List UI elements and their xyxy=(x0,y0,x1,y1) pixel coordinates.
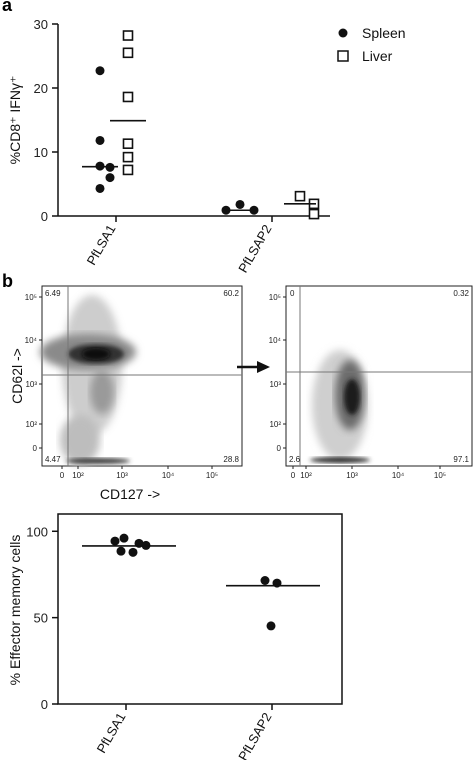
data-point xyxy=(110,536,120,546)
x-tick-label: 10³ xyxy=(346,471,358,480)
y-tick-label: 10⁴ xyxy=(269,336,282,345)
density-cloud xyxy=(310,350,370,463)
flow-plot-2: 0 0.32 2.6 97.1 10⁵ 10⁴ 10³ 10² 0 0 10² 10³ 10⁴ 1… xyxy=(269,285,473,480)
y-tick-label: 0 xyxy=(33,444,38,453)
plot-frame xyxy=(57,513,343,705)
data-point xyxy=(116,546,126,556)
data-point-liver xyxy=(122,138,134,149)
data-point xyxy=(128,547,138,557)
data-point-spleen xyxy=(105,173,115,183)
y-axis-title-flow: CD62l -> xyxy=(9,348,25,404)
x-tick-label: 0 xyxy=(60,471,65,480)
data-point-spleen xyxy=(95,66,105,76)
data-point-spleen xyxy=(95,135,105,145)
data-point-liver xyxy=(294,190,306,202)
quadrant-bottom-left: 2.6 xyxy=(289,455,301,464)
y-tick-label: 10³ xyxy=(25,380,37,389)
y-tick-label: 10² xyxy=(25,420,37,429)
flow-plot-1: 6.49 60.2 4.47 28.8 10⁵ 10⁴ 10³ 10² 0 0 10² 10³… xyxy=(9,285,243,502)
x-axis-title-flow: CD127 -> xyxy=(100,486,160,502)
data-point-liver xyxy=(122,164,134,176)
quadrant-bottom-right: 97.1 xyxy=(453,455,469,464)
arrow-icon xyxy=(237,361,270,373)
y-tick-label: 0 xyxy=(277,444,282,453)
quadrant-top-left: 0 xyxy=(290,289,295,298)
legend-label-spleen: Spleen xyxy=(362,25,406,41)
y-axis-title-a: %CD8⁺ IFNγ⁺ xyxy=(7,76,23,165)
y-tick-label: 20 xyxy=(34,81,48,96)
data-point-liver xyxy=(308,208,320,220)
quadrant-top-right: 60.2 xyxy=(223,289,239,298)
panel-a-label: a xyxy=(2,0,13,15)
y-axis-title-memory: % Effector memory cells xyxy=(7,535,23,686)
data-point xyxy=(266,621,276,631)
y-tick-label: 30 xyxy=(34,17,48,32)
data-point-liver xyxy=(122,91,134,103)
scatter-chart-ifng: 0 10 20 30 %CD8⁺ IFNγ⁺ PfLSA1 PfLSAP2 Splee… xyxy=(7,17,406,275)
y-tick-label: 0 xyxy=(41,209,48,224)
quadrant-bottom-right: 28.8 xyxy=(223,455,239,464)
y-tick-label: 100 xyxy=(26,524,48,539)
x-tick-label: 10² xyxy=(300,471,312,480)
category-label: PfLSA1 xyxy=(84,222,119,268)
density-cloud xyxy=(40,295,136,465)
legend: Spleen Liver xyxy=(337,25,406,64)
y-tick-label: 10 xyxy=(34,145,48,160)
quadrant-top-left: 6.49 xyxy=(45,289,61,298)
y-tick-label: 10³ xyxy=(269,380,281,389)
legend-marker-spleen xyxy=(338,28,348,38)
legend-marker-liver xyxy=(337,50,349,62)
quadrant-bottom-left: 4.47 xyxy=(45,455,61,464)
data-point-spleen xyxy=(235,199,245,209)
data-point xyxy=(260,576,270,585)
y-tick-label: 10⁴ xyxy=(25,336,38,345)
x-tick-label: 0 xyxy=(291,471,296,480)
y-tick-label: 50 xyxy=(34,611,48,626)
x-tick-label: 10² xyxy=(72,471,84,480)
x-tick-label: 10⁵ xyxy=(434,471,446,480)
data-point-liver xyxy=(122,30,134,41)
x-tick-label: 10⁴ xyxy=(162,471,175,480)
x-tick-label: 10⁴ xyxy=(392,471,405,480)
scatter-chart-effector-memory: 0 50 100 % Effector memory cells PfLSA1 Pf… xyxy=(7,513,343,760)
y-tick-label: 10⁵ xyxy=(25,293,37,302)
data-point-spleen xyxy=(95,183,105,193)
y-tick-label: 10⁵ xyxy=(269,293,281,302)
y-tick-label: 0 xyxy=(41,697,48,712)
data-point-liver xyxy=(122,151,134,163)
category-label: PfLSA1 xyxy=(94,710,129,756)
flow-plot-frame xyxy=(285,285,473,467)
data-point-liver xyxy=(122,47,134,59)
panel-b-label: b xyxy=(2,271,13,291)
quadrant-top-right: 0.32 xyxy=(453,289,469,298)
x-tick-label: 10³ xyxy=(116,471,128,480)
data-point xyxy=(119,533,129,543)
x-tick-label: 10⁵ xyxy=(206,471,218,480)
y-tick-label: 10² xyxy=(269,420,281,429)
category-label: PfLSAP2 xyxy=(235,710,274,760)
legend-label-liver: Liver xyxy=(362,48,393,64)
category-label: PfLSAP2 xyxy=(235,222,274,275)
